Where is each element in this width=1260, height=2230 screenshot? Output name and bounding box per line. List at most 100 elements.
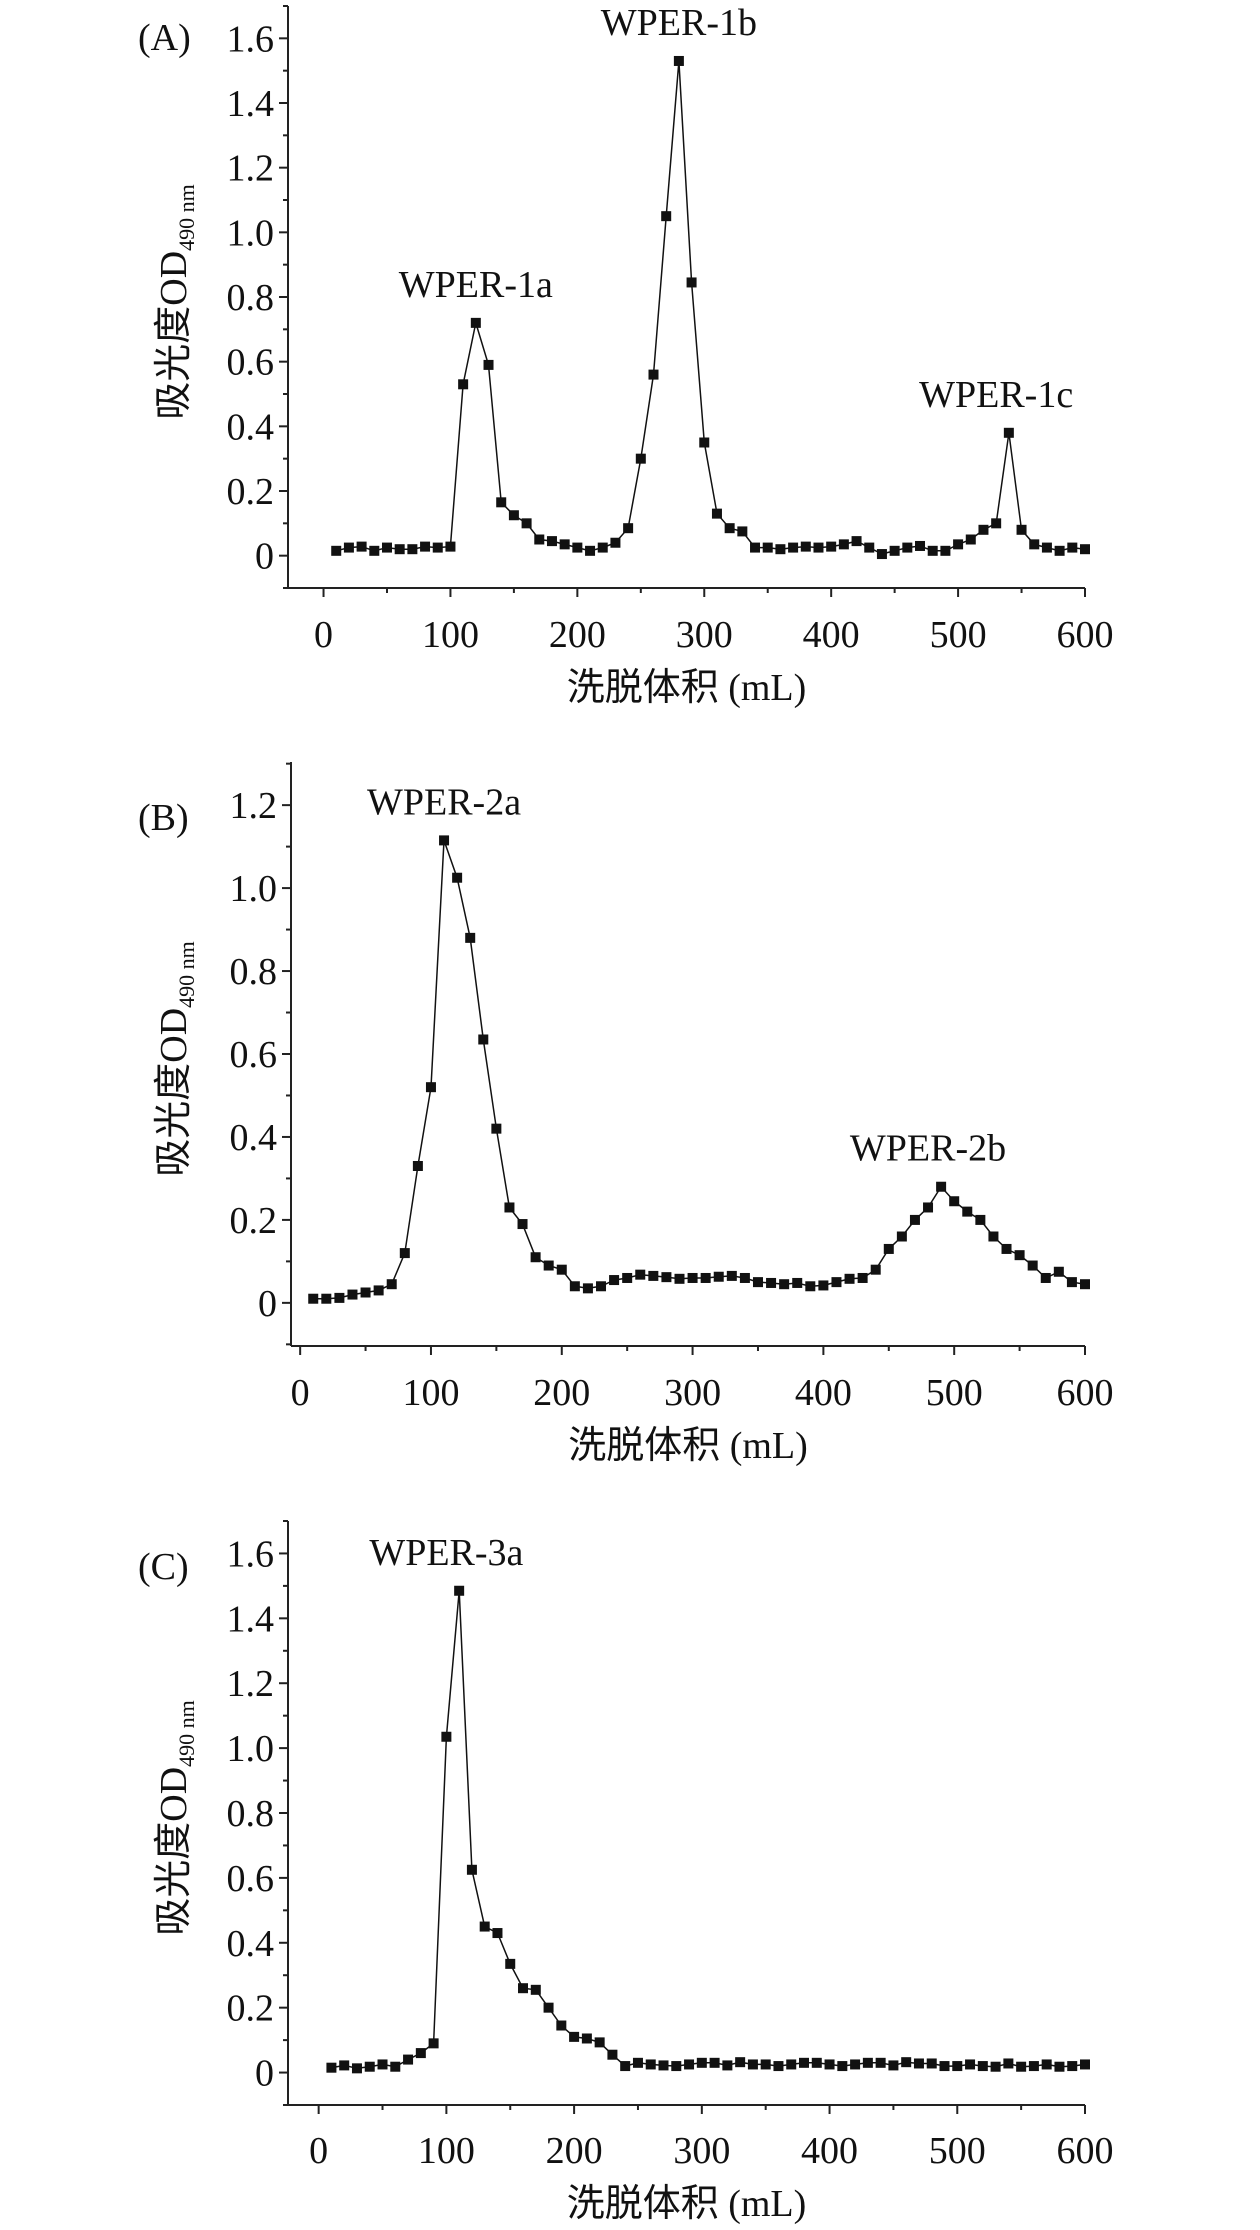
x-tick-label: 0: [291, 1372, 310, 1414]
y-tick-label: 0.4: [230, 1117, 278, 1159]
y-tick-label: 1.2: [227, 148, 275, 190]
data-point: [596, 1281, 607, 1292]
y-tick-label: 0.8: [227, 277, 275, 319]
data-point: [902, 542, 913, 553]
data-point: [425, 1082, 436, 1093]
y-tick-label: 0.6: [230, 1034, 278, 1076]
y-axis-label: 吸光度OD490 nm: [153, 941, 199, 1177]
data-point: [805, 1281, 816, 1292]
data-point: [709, 2057, 720, 2068]
x-axis-label: 洗脱体积 (mL): [567, 2183, 807, 2225]
y-tick-label: 0.2: [227, 471, 275, 513]
data-point: [439, 835, 450, 846]
data-point: [1080, 1279, 1090, 1290]
x-tick-label: 400: [801, 2130, 858, 2172]
data-point: [1003, 427, 1014, 438]
x-axis-label: 洗脱体积 (mL): [567, 667, 807, 709]
data-point: [788, 542, 799, 553]
data-point: [496, 497, 507, 508]
data-point: [343, 542, 354, 553]
data-point: [399, 1248, 410, 1259]
data-point: [373, 1285, 384, 1296]
x-tick-label: 100: [402, 1372, 459, 1414]
data-point: [543, 2002, 554, 2013]
data-point: [901, 2057, 912, 2068]
data-point: [949, 1196, 960, 1207]
data-point: [381, 542, 392, 553]
data-point: [622, 1272, 633, 1283]
panel-label: (A): [138, 17, 191, 59]
data-point: [572, 542, 583, 553]
data-point: [875, 2057, 886, 2068]
y-tick-label: 1.2: [230, 785, 278, 827]
data-point: [1001, 1243, 1012, 1254]
data-point: [876, 549, 887, 560]
data-point: [824, 2059, 835, 2070]
data-point: [454, 1585, 465, 1596]
peak-annotation: WPER-1c: [919, 374, 1073, 416]
x-tick-label: 100: [418, 2130, 475, 2172]
data-point: [977, 2061, 988, 2072]
x-tick-label: 300: [676, 614, 733, 656]
data-point: [811, 2057, 822, 2068]
data-point: [779, 1279, 790, 1290]
data-point: [975, 1214, 986, 1225]
data-point: [1027, 1260, 1038, 1271]
chart-panel-a: 0 0.2 0.4 0.6 0.8 1.0 1.2 1.4 1.6 0 100 200 300 400 50…: [138, 2, 1114, 709]
x-tick-label: 100: [422, 614, 479, 656]
data-point: [597, 542, 608, 553]
data-point: [530, 1252, 541, 1263]
data-point: [864, 542, 875, 553]
data-point: [441, 1731, 452, 1742]
data-point: [492, 1928, 503, 1939]
y-tick-label: 1.4: [227, 83, 275, 125]
data-point: [505, 1958, 516, 1969]
y-tick-label: 0.6: [227, 342, 275, 384]
data-point: [962, 1206, 973, 1217]
data-point: [696, 2057, 707, 2068]
data-point: [581, 2033, 592, 2044]
data-point: [889, 545, 900, 556]
data-point: [356, 541, 367, 552]
data-point: [331, 545, 342, 556]
data-point: [479, 1921, 490, 1932]
data-point: [939, 2061, 950, 2072]
data-point: [530, 1984, 541, 1995]
x-tick-label: 500: [930, 614, 987, 656]
data-point: [412, 1160, 423, 1171]
data-point: [896, 1231, 907, 1242]
series-line: [336, 60, 1086, 555]
y-tick-label: 1.6: [227, 1533, 275, 1575]
data-point: [673, 55, 684, 66]
data-point: [766, 1277, 777, 1288]
x-tick-label: 600: [1057, 2130, 1114, 2172]
y-tick-label: 1.0: [227, 1728, 275, 1770]
data-point: [403, 2054, 414, 2065]
data-point: [711, 508, 722, 519]
data-point: [844, 1273, 855, 1284]
data-point: [326, 2062, 337, 2073]
x-tick-label: 200: [533, 1372, 590, 1414]
x-tick-label: 0: [314, 614, 333, 656]
data-point: [851, 536, 862, 547]
data-point: [491, 1123, 502, 1134]
data-point: [800, 541, 811, 552]
data-point: [466, 1864, 477, 1875]
y-tick-label: 1.4: [227, 1598, 275, 1640]
x-tick-label: 0: [309, 2130, 328, 2172]
data-point: [1066, 1277, 1077, 1288]
data-point: [762, 542, 773, 553]
x-tick-label: 400: [795, 1372, 852, 1414]
data-point: [775, 544, 786, 555]
data-point: [347, 1289, 358, 1300]
data-point: [857, 1272, 868, 1283]
data-point: [1041, 2059, 1052, 2070]
data-point: [420, 541, 431, 552]
data-point: [813, 542, 824, 553]
data-point: [609, 1275, 620, 1286]
x-tick-label: 300: [664, 1372, 721, 1414]
data-point: [556, 2020, 567, 2031]
data-point: [752, 1277, 763, 1288]
y-tick-label: 0: [258, 1283, 277, 1325]
data-point: [445, 541, 456, 552]
